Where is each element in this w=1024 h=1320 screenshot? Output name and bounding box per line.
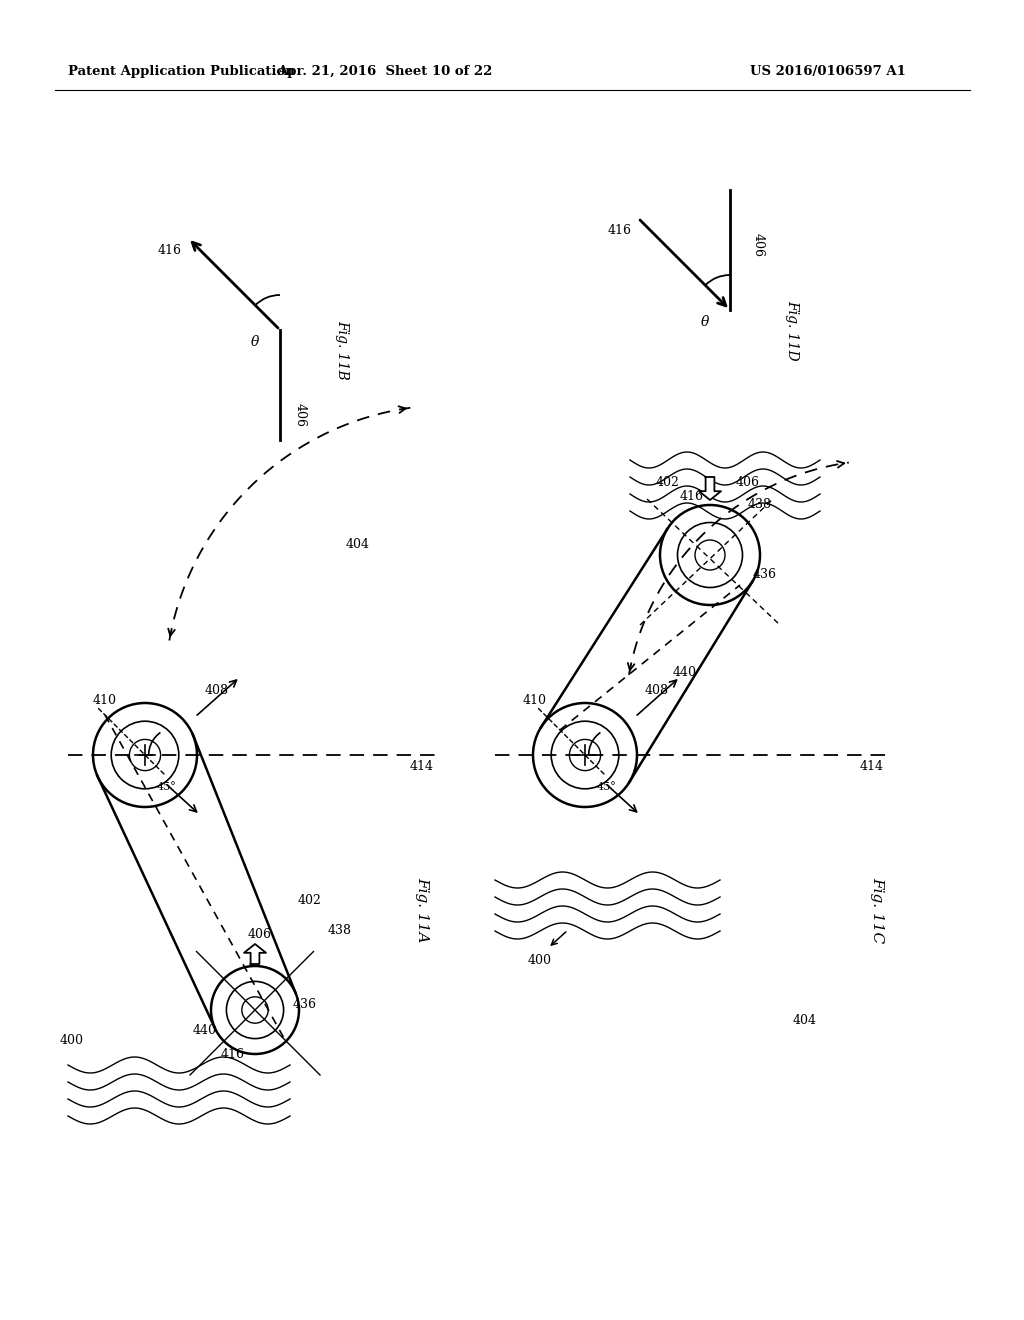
Text: 406: 406 (294, 403, 306, 426)
Text: US 2016/0106597 A1: US 2016/0106597 A1 (750, 66, 906, 78)
Text: 400: 400 (528, 953, 552, 966)
Text: Fig. 11D: Fig. 11D (785, 300, 799, 360)
Text: 45°: 45° (157, 781, 177, 792)
Text: Fig. 11A: Fig. 11A (415, 878, 429, 942)
Text: 402: 402 (298, 894, 322, 907)
Polygon shape (699, 477, 721, 500)
Polygon shape (244, 944, 266, 964)
Text: 45°: 45° (597, 781, 616, 792)
Text: θ: θ (251, 335, 259, 348)
Text: 408: 408 (205, 684, 229, 697)
Text: 416: 416 (608, 223, 632, 236)
Text: 406: 406 (248, 928, 272, 940)
Text: 404: 404 (793, 1014, 817, 1027)
Text: 410: 410 (93, 693, 117, 706)
Text: 416: 416 (680, 491, 705, 503)
Text: 402: 402 (656, 477, 680, 490)
Text: 414: 414 (860, 760, 884, 774)
Text: Apr. 21, 2016  Sheet 10 of 22: Apr. 21, 2016 Sheet 10 of 22 (278, 66, 493, 78)
Text: 404: 404 (346, 539, 370, 552)
Text: 416: 416 (158, 244, 182, 256)
Text: 408: 408 (645, 684, 669, 697)
Text: 414: 414 (410, 760, 434, 774)
Text: Fig. 11C: Fig. 11C (870, 876, 884, 942)
Text: 438: 438 (328, 924, 352, 936)
Text: 436: 436 (753, 569, 777, 582)
Text: 416: 416 (221, 1048, 245, 1061)
Text: 440: 440 (673, 667, 697, 680)
Text: 438: 438 (748, 499, 772, 511)
Text: 400: 400 (60, 1034, 84, 1047)
Text: Fig. 11B: Fig. 11B (335, 321, 349, 380)
Text: 406: 406 (752, 234, 765, 257)
Text: 406: 406 (736, 477, 760, 490)
Text: θ: θ (700, 315, 710, 329)
Text: 440: 440 (193, 1023, 217, 1036)
Text: Patent Application Publication: Patent Application Publication (68, 66, 295, 78)
Text: 410: 410 (523, 693, 547, 706)
Text: 436: 436 (293, 998, 317, 1011)
